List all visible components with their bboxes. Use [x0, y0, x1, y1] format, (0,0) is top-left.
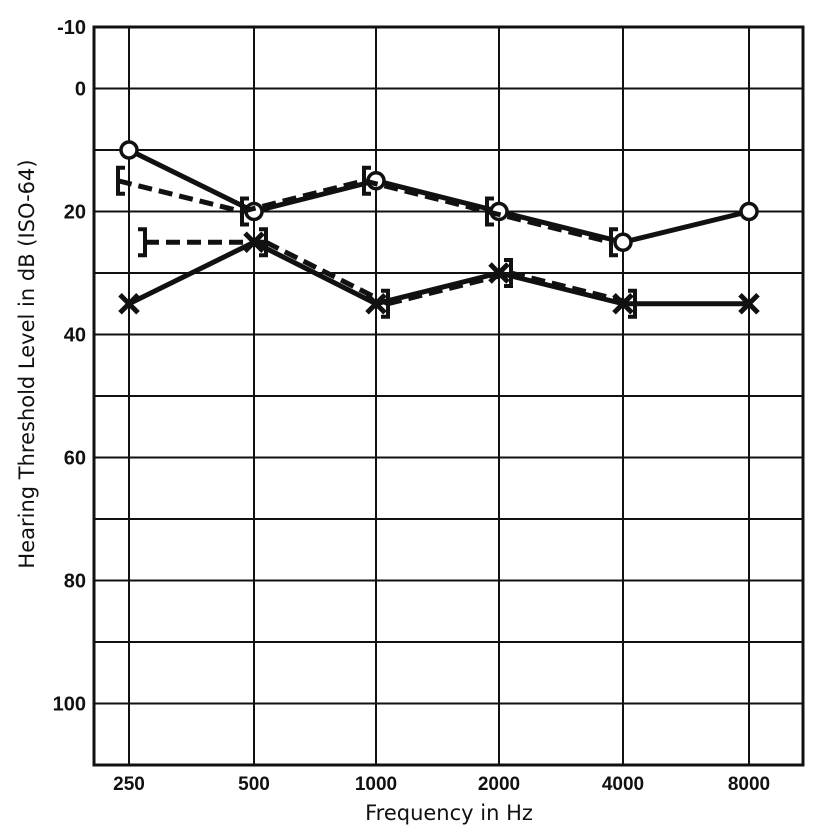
marker-x: [365, 292, 387, 315]
marker-left-bracket: [609, 227, 618, 258]
marker-circle: [613, 232, 633, 252]
series-line-segment: [510, 270, 636, 307]
series-line-segment: [498, 209, 624, 245]
x-tick-label: 4000: [602, 774, 644, 795]
marker-right-bracket: [381, 288, 390, 319]
plot-frame: [92, 25, 805, 767]
y-axis-label: Hearing Threshold Level in dB (ISO-64): [15, 159, 39, 568]
x-tick-label: 250: [113, 774, 145, 795]
series-line-segment: [498, 270, 624, 307]
series-line-segment: [253, 178, 377, 214]
series-line-segment: [117, 178, 243, 214]
y-tick-label: 80: [64, 571, 86, 593]
marker-left-bracket: [362, 165, 371, 196]
grid: [94, 27, 803, 765]
marker-right-bracket: [259, 227, 268, 258]
marker-right-bracket: [138, 227, 147, 258]
marker-left-bracket: [240, 196, 249, 227]
y-tick-label: 40: [64, 325, 86, 347]
y-tick-labels: -10 0 20 40 60 80 100: [53, 17, 86, 716]
marker-circle: [739, 201, 759, 222]
y-tick-label: 100: [53, 694, 86, 716]
series-line-segment: [252, 240, 378, 306]
x-axis-label: Frequency in Hz: [365, 801, 533, 825]
series-line-segment: [375, 270, 500, 307]
series-left-bracket: [116, 165, 618, 258]
series-line-segment: [387, 270, 512, 307]
x-tick-label: 1000: [355, 774, 397, 795]
series-x: [118, 231, 760, 315]
series-layer: [116, 140, 760, 319]
series-line-segment: [127, 240, 256, 306]
series-line-segment: [622, 209, 750, 245]
marker-circle: [119, 140, 139, 160]
series-line-segment: [375, 178, 500, 214]
x-tick-label: 500: [238, 774, 270, 795]
series-line-segment: [264, 240, 390, 306]
y-tick-label: -10: [57, 17, 86, 39]
x-tick-label: 8000: [728, 774, 770, 795]
x-tick-label: 2000: [478, 774, 520, 795]
series-line-segment: [486, 209, 612, 245]
marker-left-bracket: [116, 165, 125, 196]
x-tick-labels: 250 500 1000 2000 4000 8000: [113, 774, 770, 795]
series-line-segment: [363, 178, 488, 214]
marker-x: [118, 292, 140, 315]
y-tick-label: 20: [64, 202, 86, 224]
y-tick-label: 0: [75, 79, 86, 101]
series-circle: [119, 140, 759, 252]
marker-right-bracket: [504, 258, 513, 288]
marker-left-bracket: [485, 196, 494, 227]
y-tick-label: 60: [64, 448, 86, 470]
series-line-segment: [127, 147, 256, 214]
